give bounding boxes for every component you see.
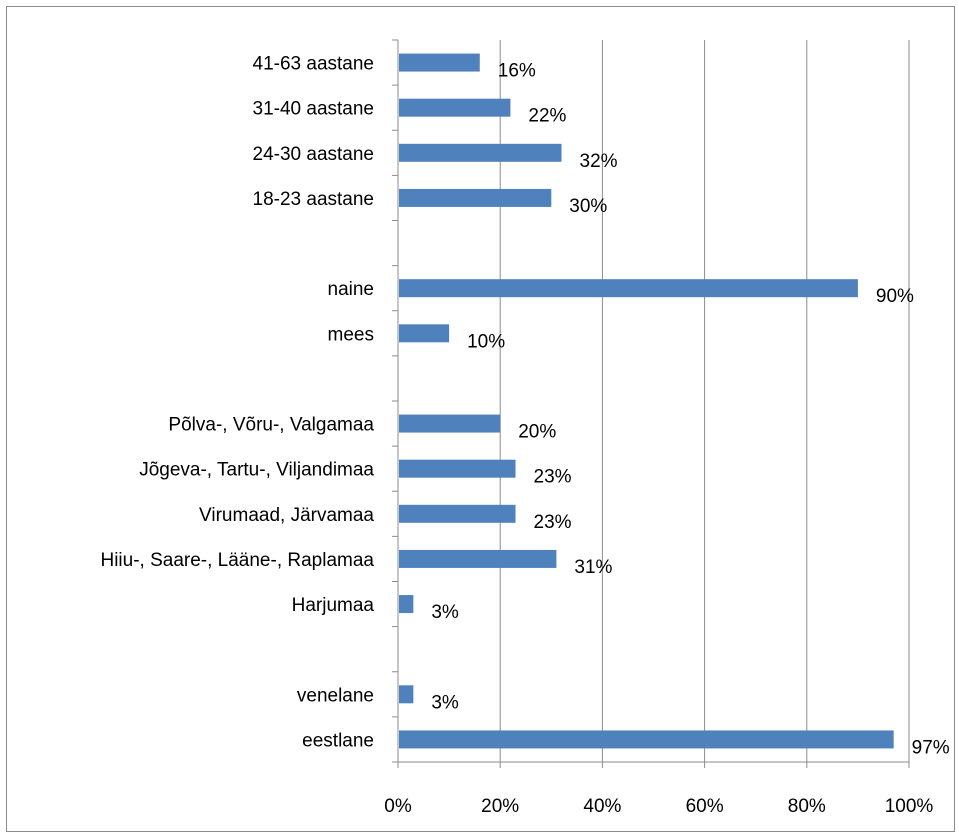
category-label: venelane bbox=[297, 685, 374, 706]
x-tick-label: 60% bbox=[686, 796, 724, 817]
data-label: 10% bbox=[467, 331, 505, 352]
data-label: 3% bbox=[431, 602, 459, 623]
x-tick-label: 80% bbox=[788, 796, 826, 817]
bar bbox=[399, 414, 501, 433]
category-label: Harjumaa bbox=[292, 595, 375, 616]
data-label: 22% bbox=[528, 106, 566, 127]
data-label: 3% bbox=[431, 692, 459, 713]
x-tick-label: 20% bbox=[481, 796, 519, 817]
bar bbox=[399, 98, 511, 117]
bar bbox=[399, 53, 480, 72]
bar bbox=[399, 143, 562, 162]
bar bbox=[399, 595, 414, 614]
chart-frame: 0% 20% 40% 60% 80% 100% 41-63 aastane 16% 31-40 … bbox=[6, 6, 955, 832]
data-label: 90% bbox=[876, 286, 914, 307]
data-label: 20% bbox=[518, 422, 556, 443]
category-label: 18-23 aastane bbox=[253, 189, 375, 210]
bar bbox=[399, 730, 894, 749]
data-label: 16% bbox=[498, 61, 536, 82]
bar bbox=[399, 685, 414, 704]
category-label: Hiiu-, Saare-, Lääne-, Raplamaa bbox=[100, 550, 374, 571]
bar bbox=[399, 279, 858, 298]
x-tick-label: 40% bbox=[583, 796, 621, 817]
category-label: mees bbox=[328, 324, 374, 345]
category-label: 41-63 aastane bbox=[253, 54, 375, 75]
data-label: 97% bbox=[912, 737, 950, 758]
category-label: Virumaad, Järvamaa bbox=[199, 505, 374, 526]
bar bbox=[399, 549, 557, 568]
category-label: 24-30 aastane bbox=[253, 144, 375, 165]
data-label: 23% bbox=[534, 467, 572, 488]
category-label: eestlane bbox=[302, 730, 374, 751]
category-label: naine bbox=[328, 279, 375, 300]
bar bbox=[399, 504, 516, 523]
category-label: 31-40 aastane bbox=[253, 99, 375, 120]
category-label: Jõgeva-, Tartu-, Viljandimaa bbox=[139, 460, 374, 481]
data-label: 32% bbox=[580, 151, 618, 172]
category-label: Põlva-, Võru-, Valgamaa bbox=[168, 415, 374, 436]
bar bbox=[399, 324, 450, 343]
bar-chart: 0% 20% 40% 60% 80% 100% 41-63 aastane 16% 31-40 … bbox=[100, 39, 950, 817]
bar bbox=[399, 459, 516, 478]
data-label: 30% bbox=[569, 196, 607, 217]
data-label: 31% bbox=[574, 557, 612, 578]
data-label: 23% bbox=[534, 512, 572, 533]
x-tick-label: 0% bbox=[384, 796, 412, 817]
bar bbox=[399, 188, 552, 207]
x-tick-label: 100% bbox=[885, 796, 934, 817]
